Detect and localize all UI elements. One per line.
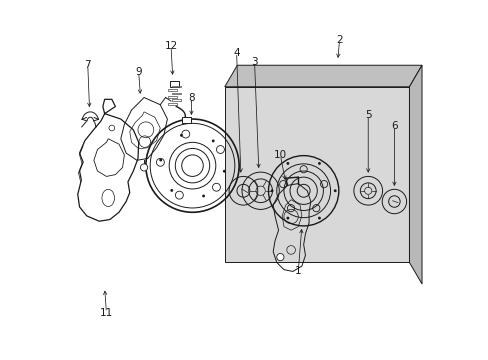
Circle shape bbox=[317, 162, 320, 165]
Polygon shape bbox=[182, 117, 190, 123]
Circle shape bbox=[223, 170, 225, 173]
Circle shape bbox=[317, 217, 320, 220]
Circle shape bbox=[333, 189, 336, 192]
Circle shape bbox=[202, 194, 204, 197]
Text: 10: 10 bbox=[273, 150, 286, 160]
Polygon shape bbox=[168, 89, 177, 91]
Polygon shape bbox=[168, 96, 177, 98]
Circle shape bbox=[159, 159, 162, 162]
Circle shape bbox=[276, 253, 284, 261]
Polygon shape bbox=[224, 87, 408, 262]
Circle shape bbox=[270, 189, 273, 192]
Circle shape bbox=[170, 189, 173, 192]
Polygon shape bbox=[168, 103, 177, 105]
Text: 8: 8 bbox=[188, 93, 194, 103]
Polygon shape bbox=[172, 93, 180, 94]
Polygon shape bbox=[408, 65, 421, 284]
Text: 11: 11 bbox=[100, 308, 113, 318]
Text: 3: 3 bbox=[251, 57, 257, 67]
Text: 1: 1 bbox=[294, 266, 301, 276]
Polygon shape bbox=[172, 99, 180, 101]
Polygon shape bbox=[172, 86, 180, 87]
Circle shape bbox=[211, 139, 214, 142]
Circle shape bbox=[140, 164, 147, 171]
Polygon shape bbox=[169, 81, 179, 87]
Circle shape bbox=[286, 162, 289, 165]
Text: 2: 2 bbox=[336, 35, 342, 45]
Text: 5: 5 bbox=[364, 111, 371, 121]
Text: 7: 7 bbox=[84, 60, 91, 70]
Text: 9: 9 bbox=[135, 67, 142, 77]
Circle shape bbox=[286, 217, 289, 220]
Text: 6: 6 bbox=[390, 121, 397, 131]
Text: 12: 12 bbox=[164, 41, 177, 50]
Circle shape bbox=[180, 134, 183, 137]
Polygon shape bbox=[224, 65, 421, 87]
Text: 4: 4 bbox=[233, 48, 240, 58]
